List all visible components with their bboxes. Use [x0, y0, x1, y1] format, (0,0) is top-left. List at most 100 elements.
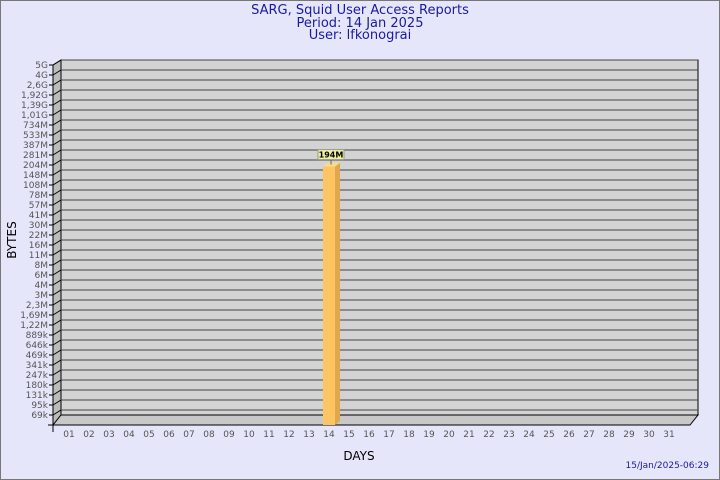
y-tick-diagonal [52, 279, 62, 286]
y-tick-diagonal [52, 349, 62, 356]
chart-title: SARG, Squid User Access Reports [251, 3, 469, 18]
y-tick-diagonal [52, 169, 62, 176]
x-axis-label: DAYS [343, 449, 374, 463]
y-tick-label: 131k [26, 391, 49, 401]
y-tick-label: 734M [23, 121, 48, 131]
y-tick-diagonal [52, 79, 62, 86]
x-tick-label: 01 [63, 430, 74, 440]
x-tick-label: 31 [663, 430, 674, 440]
x-tick-label: 16 [363, 430, 375, 440]
y-tick-diagonal [52, 179, 62, 186]
x-tick-label: 05 [143, 430, 154, 440]
x-tick-label: 11 [263, 430, 274, 440]
y-tick-diagonal [52, 239, 62, 246]
y-tick-label: 646k [26, 341, 49, 351]
y-tick-diagonal [52, 149, 62, 156]
floor [51, 414, 700, 426]
y-tick-diagonal [52, 119, 62, 126]
y-tick-diagonal [52, 109, 62, 116]
x-tick-label: 02 [83, 430, 94, 440]
y-tick-label: 1,01G [21, 111, 48, 121]
x-tick-label: 15 [343, 430, 354, 440]
x-tick-label: 03 [103, 430, 114, 440]
x-tick-label: 25 [543, 430, 554, 440]
x-tick-label: 20 [443, 430, 455, 440]
y-tick-label: 69k [31, 411, 48, 421]
y-tick-diagonal [52, 189, 62, 196]
y-tick-label: 3M [35, 291, 49, 301]
x-tick-label: 13 [303, 430, 314, 440]
x-tick-label: 30 [643, 430, 655, 440]
bar-label-box [317, 149, 345, 161]
y-tick-diagonal [52, 389, 62, 396]
y-tick-diagonal [52, 89, 62, 96]
y-tick-label: 11M [29, 251, 48, 261]
y-tick-label: 889k [26, 331, 49, 341]
y-tick-label: 108M [23, 181, 48, 191]
y-tick-label: 533M [23, 131, 48, 141]
y-tick-label: 1,22M [20, 321, 48, 331]
y-tick-label: 6M [35, 271, 49, 281]
x-tick-label: 12 [283, 430, 294, 440]
y-tick-label: 41M [29, 211, 48, 221]
x-tick-label: 06 [163, 430, 175, 440]
x-tick-label: 28 [603, 430, 615, 440]
x-tick-label: 23 [503, 430, 514, 440]
y-tick-diagonal [52, 59, 62, 66]
y-tick-label: 95k [31, 401, 48, 411]
y-tick-diagonal [52, 399, 62, 406]
y-tick-label: 469k [26, 351, 49, 361]
y-tick-label: 22M [29, 231, 48, 241]
y-tick-label: 57M [29, 201, 48, 211]
y-tick-label: 78M [29, 191, 48, 201]
y-tick-label: 180k [26, 381, 49, 391]
y-tick-label: 341k [26, 361, 49, 371]
y-tick-diagonal [52, 229, 62, 236]
x-tick-label: 09 [223, 430, 235, 440]
x-tick-label: 17 [383, 430, 394, 440]
y-tick-label: 5G [35, 61, 48, 71]
x-tick-label: 14 [323, 430, 335, 440]
y-tick-diagonal [52, 139, 62, 146]
x-tick-label: 27 [583, 430, 594, 440]
report-timestamp: 15/Jan/2025-06:29 [625, 461, 709, 471]
bar [323, 166, 335, 426]
y-tick-diagonal [52, 379, 62, 386]
y-tick-label: 204M [23, 161, 48, 171]
x-tick-label: 26 [563, 430, 575, 440]
y-tick-diagonal [52, 339, 62, 346]
y-tick-label: 4M [35, 281, 49, 291]
y-tick-label: 247k [26, 371, 49, 381]
y-tick-label: 8M [35, 261, 49, 271]
back-wall [60, 59, 699, 416]
x-tick-label: 08 [203, 430, 215, 440]
x-tick-label: 10 [243, 430, 255, 440]
y-tick-diagonal [52, 359, 62, 366]
y-tick-label: 2,3M [26, 301, 48, 311]
y-tick-diagonal [52, 209, 62, 216]
y-tick-label: 1,39G [21, 101, 48, 111]
y-tick-label: 2,6G [27, 81, 48, 91]
y-tick-diagonal [52, 259, 62, 266]
y-tick-label: 281M [23, 151, 48, 161]
y-tick-diagonal [52, 159, 62, 166]
y-tick-diagonal [52, 99, 62, 106]
y-tick-diagonal [52, 369, 62, 376]
x-tick-label: 18 [403, 430, 415, 440]
x-tick-label: 29 [623, 430, 635, 440]
chart-user: User: lfkonograi [308, 28, 412, 43]
y-tick-label: 148M [23, 171, 48, 181]
x-tick-label: 24 [523, 430, 535, 440]
y-tick-diagonal [52, 249, 62, 256]
chart-period: Period: 14 Jan 2025 [296, 16, 424, 31]
y-tick-diagonal [52, 409, 62, 416]
y-tick-diagonal [52, 329, 62, 336]
x-tick-label: 21 [463, 430, 474, 440]
y-axis-label: BYTES [5, 221, 19, 258]
y-tick-diagonal [52, 269, 62, 276]
y-tick-diagonal [52, 299, 62, 306]
y-tick-label: 387M [23, 141, 48, 151]
x-tick-label: 07 [183, 430, 194, 440]
y-tick-diagonal [52, 129, 62, 136]
